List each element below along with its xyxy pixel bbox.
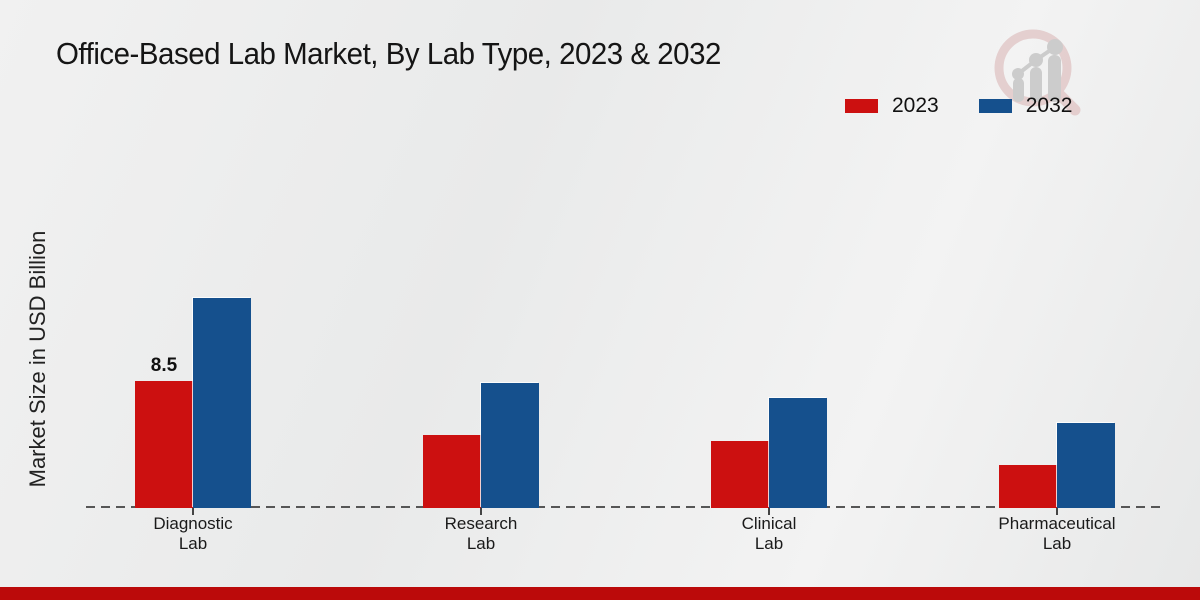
x-category-label: Pharmaceutical Lab bbox=[998, 514, 1116, 553]
x-axis-tick bbox=[192, 508, 194, 515]
legend-item-2032: 2032 bbox=[978, 94, 1073, 118]
bar-2023-research-lab bbox=[423, 434, 481, 508]
legend-label-2032: 2032 bbox=[1025, 94, 1073, 117]
bar-2032-diagnostic-lab bbox=[193, 297, 251, 508]
legend-swatch-2032 bbox=[978, 99, 1012, 113]
x-axis-baseline bbox=[86, 506, 1164, 508]
magnifier-bar-chart-logo-icon bbox=[994, 29, 1081, 116]
legend-label-2023: 2023 bbox=[892, 94, 939, 117]
bar-2032-pharmaceutical-lab bbox=[1057, 422, 1115, 508]
x-category-label: Research Lab bbox=[444, 514, 518, 553]
chart-title: Office-Based Lab Market, By Lab Type, 20… bbox=[56, 36, 721, 71]
x-axis-tick bbox=[768, 508, 770, 515]
bar-2032-research-lab bbox=[481, 382, 539, 508]
footer-stripe bbox=[0, 587, 1200, 600]
legend-swatch-2023 bbox=[845, 99, 878, 113]
legend: 2023 2032 bbox=[845, 94, 1072, 118]
bar-2032-clinical-lab bbox=[769, 397, 827, 508]
bar-value-label: 8.5 bbox=[150, 355, 178, 377]
legend-item-2023: 2023 bbox=[845, 94, 939, 118]
x-category-label: Diagnostic Lab bbox=[153, 514, 233, 553]
x-axis-tick bbox=[1056, 508, 1058, 515]
x-axis-tick bbox=[480, 508, 482, 515]
bar-2023-pharmaceutical-lab bbox=[999, 464, 1057, 508]
bar-2023-clinical-lab bbox=[711, 440, 769, 508]
bar-2023-diagnostic-lab bbox=[135, 381, 193, 508]
x-category-label: Clinical Lab bbox=[741, 514, 797, 553]
